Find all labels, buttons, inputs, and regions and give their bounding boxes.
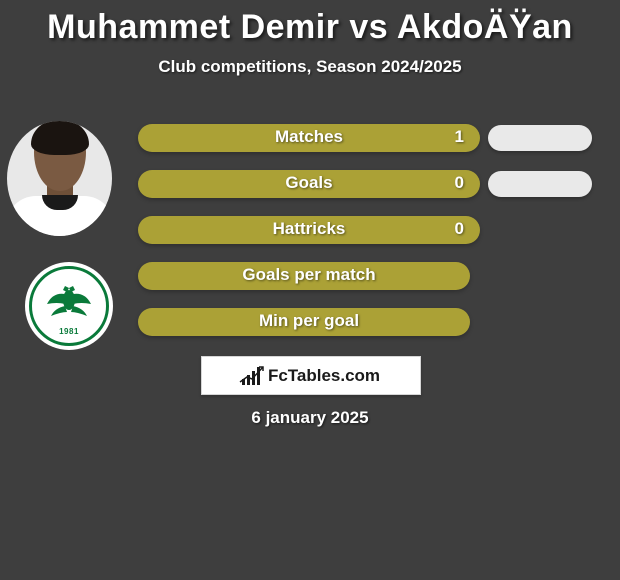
brand-badge: FcTables.com	[201, 356, 421, 395]
stat-bar-fill	[138, 216, 480, 244]
stat-value: 0	[455, 219, 464, 239]
stat-bar-fill	[138, 262, 470, 290]
club-logo-inner: 1981	[29, 266, 109, 346]
brand-text: FcTables.com	[268, 366, 380, 386]
stat-bar-fill	[138, 170, 480, 198]
opponent-pill	[488, 125, 592, 151]
comparison-card: Muhammet Demir vs AkdoÄŸan Club competit…	[0, 0, 620, 580]
subtitle: Club competitions, Season 2024/2025	[0, 57, 620, 77]
stat-value: 1	[455, 127, 464, 147]
stat-value: 0	[455, 173, 464, 193]
stat-row: Hattricks0	[138, 216, 480, 244]
opponent-pill	[488, 171, 592, 197]
club-year: 1981	[59, 327, 79, 336]
player-hair	[31, 121, 89, 155]
bars-logo-icon	[242, 367, 262, 385]
stat-row: Min per goal	[138, 308, 480, 336]
player-photo	[7, 121, 112, 236]
page-title: Muhammet Demir vs AkdoÄŸan	[0, 0, 620, 47]
stat-bars: Matches1 Goals0 Hattricks0 Goals per match M…	[138, 124, 480, 354]
stat-row: Matches1	[138, 124, 480, 152]
club-logo: 1981	[25, 262, 113, 350]
stat-row: Goals0	[138, 170, 480, 198]
date-label: 6 january 2025	[0, 408, 620, 428]
eagle-icon	[45, 284, 93, 320]
stat-bar-fill	[138, 308, 470, 336]
stat-row: Goals per match	[138, 262, 480, 290]
stat-bar-fill	[138, 124, 480, 152]
